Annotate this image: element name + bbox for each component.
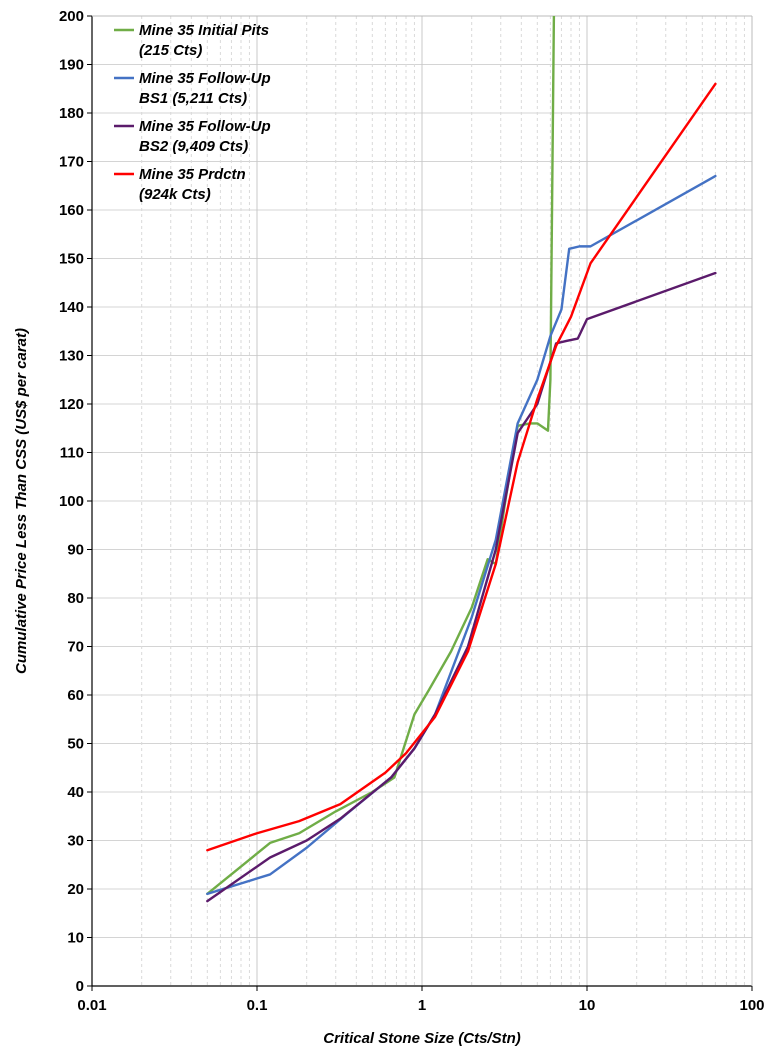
y-tick-label: 160: [59, 202, 84, 219]
axes: [87, 15, 753, 991]
legend-label-4: (924k Cts): [139, 186, 211, 203]
y-tick-label: 190: [59, 57, 84, 74]
y-tick-label: 10: [67, 930, 84, 947]
y-tick-label: 180: [59, 105, 84, 122]
y-tick-label: 200: [59, 8, 84, 25]
y-tick-label: 100: [59, 493, 84, 510]
x-axis-title: Critical Stone Size (Cts/Stn): [323, 1030, 521, 1047]
y-tick-label: 50: [67, 736, 84, 753]
legend-label-2: BS1 (5,211 Cts): [139, 90, 247, 107]
legend-label-1: (215 Cts): [139, 42, 202, 59]
y-tick-label: 120: [59, 396, 84, 413]
y-tick-label: 170: [59, 154, 84, 171]
y-tick-label: 80: [67, 590, 84, 607]
y-tick-label: 90: [67, 542, 84, 559]
legend-label-1: Mine 35 Initial Pits: [139, 22, 269, 39]
y-tick-label: 0: [76, 978, 84, 995]
grid-lines: [92, 15, 752, 986]
y-tick-label: 60: [67, 687, 84, 704]
tick-labels: 0102030405060708090100110120130140150160…: [59, 8, 765, 1014]
y-axis-title: Cumulative Price Less Than CSS (US$ per …: [13, 328, 30, 674]
legend-label-3: Mine 35 Follow-Up: [139, 118, 271, 135]
y-tick-label: 20: [67, 881, 84, 898]
x-tick-label: 10: [579, 997, 596, 1014]
series-line-4: [206, 82, 717, 852]
series-line-2: [206, 174, 717, 896]
y-tick-label: 30: [67, 833, 84, 850]
legend-label-3: BS2 (9,409 Cts): [139, 138, 248, 155]
series-line-3: [206, 271, 717, 903]
series-line-1: [206, 16, 556, 896]
x-tick-label: 100: [739, 997, 764, 1014]
y-tick-label: 140: [59, 299, 84, 316]
y-tick-label: 130: [59, 348, 84, 365]
legend: Mine 35 Initial Pits (215 Cts) Mine 35 Fol…: [114, 22, 271, 203]
x-tick-label: 1: [418, 997, 426, 1014]
y-tick-label: 110: [60, 445, 84, 462]
x-tick-label: 0.1: [247, 997, 268, 1014]
legend-label-2: Mine 35 Follow-Up: [139, 70, 271, 87]
data-series: [206, 16, 717, 903]
y-tick-label: 70: [67, 639, 84, 656]
y-tick-label: 40: [67, 784, 84, 801]
legend-label-4: Mine 35 Prdctn: [139, 166, 246, 183]
x-tick-label: 0.01: [77, 997, 106, 1014]
y-tick-label: 150: [59, 251, 84, 268]
